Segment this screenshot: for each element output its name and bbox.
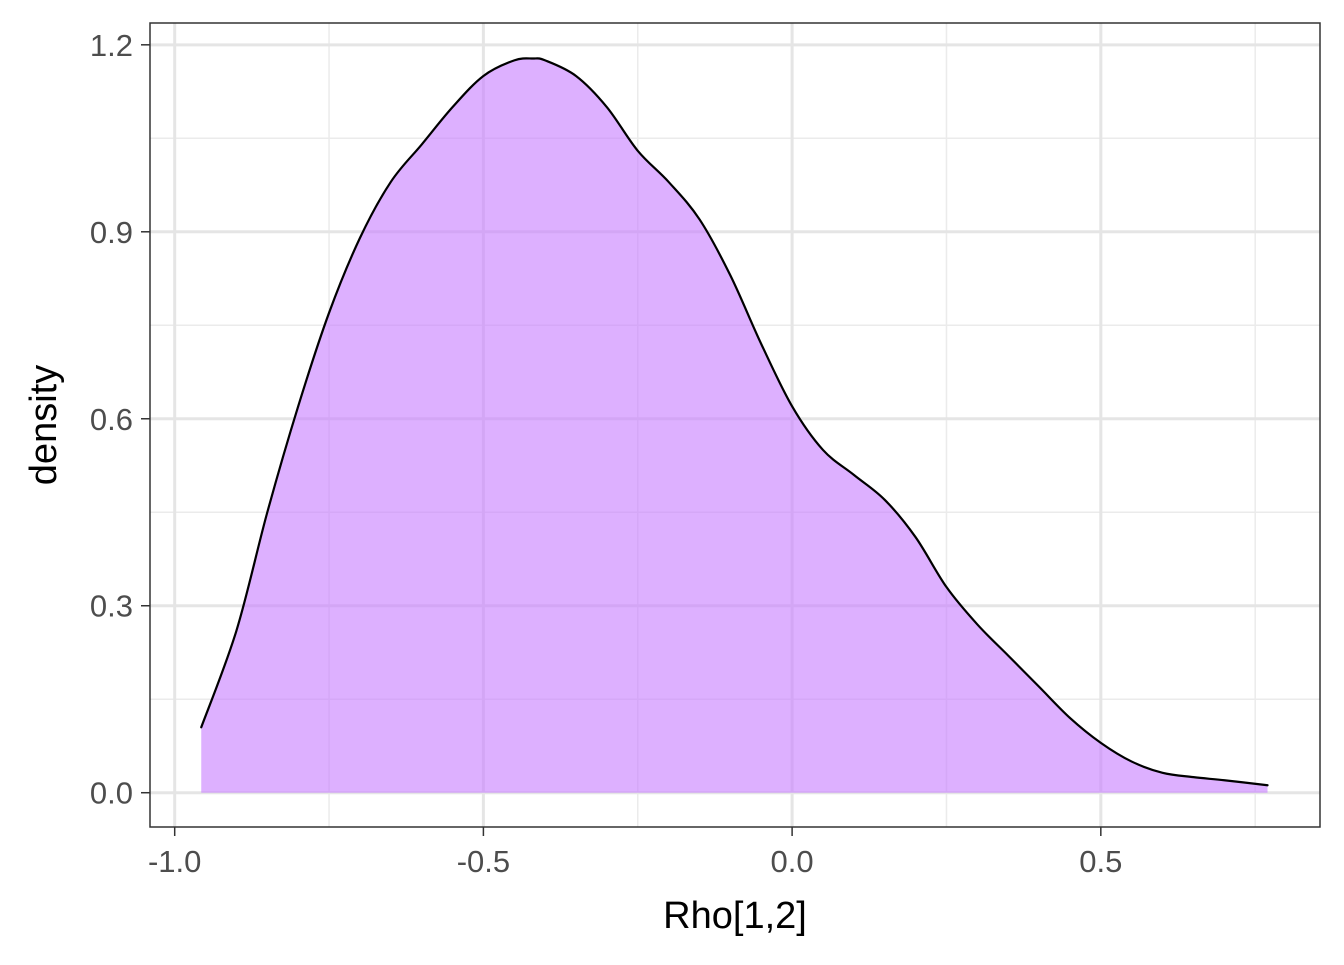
x-tick-label: -0.5 <box>457 844 510 879</box>
y-tick-label: 0.6 <box>90 402 133 437</box>
x-tick-label: 0.0 <box>771 844 814 879</box>
x-tick-label: -1.0 <box>148 844 201 879</box>
x-tick-label: 0.5 <box>1079 844 1122 879</box>
density-line <box>200 57 1269 787</box>
x-axis-ticks: -1.0 -0.5 0.0 0.5 <box>148 827 1122 879</box>
panel-border <box>149 22 1321 828</box>
plot-layer <box>200 57 1269 793</box>
y-tick-label: 0.9 <box>90 215 133 250</box>
y-axis-title: density <box>23 365 65 485</box>
density-area <box>201 58 1268 793</box>
y-tick-label: 0.0 <box>90 776 133 811</box>
y-axis-ticks: 0.0 0.3 0.6 0.9 1.2 <box>90 28 150 811</box>
y-tick-label: 0.3 <box>90 589 133 624</box>
y-tick-label: 1.2 <box>90 28 133 63</box>
x-axis-title: Rho[1,2] <box>663 895 807 937</box>
